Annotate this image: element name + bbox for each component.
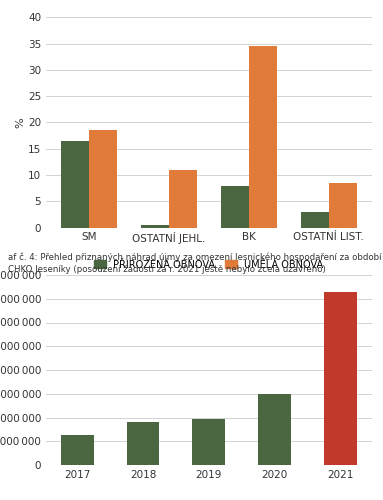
Bar xyxy=(141,225,169,228)
Bar xyxy=(126,422,159,465)
Bar xyxy=(89,130,117,228)
Bar xyxy=(61,435,93,465)
Y-axis label: %: % xyxy=(15,117,25,128)
Bar xyxy=(324,292,357,465)
Bar xyxy=(221,186,249,228)
Bar xyxy=(258,394,291,465)
Legend: PŘIROZENÁ OBNOVA, UMĚLÁ OBNOVA: PŘIROZENÁ OBNOVA, UMĚLÁ OBNOVA xyxy=(94,260,324,270)
Text: af č. 4: Přehled přiznaných náhrad újmy za omezení lesnického hospodaření za obd: af č. 4: Přehled přiznaných náhrad újmy … xyxy=(8,252,383,274)
Bar xyxy=(169,170,197,228)
Bar xyxy=(192,420,225,465)
Bar xyxy=(61,141,89,228)
Bar xyxy=(329,183,357,228)
Bar xyxy=(301,212,329,228)
Bar xyxy=(249,46,277,228)
